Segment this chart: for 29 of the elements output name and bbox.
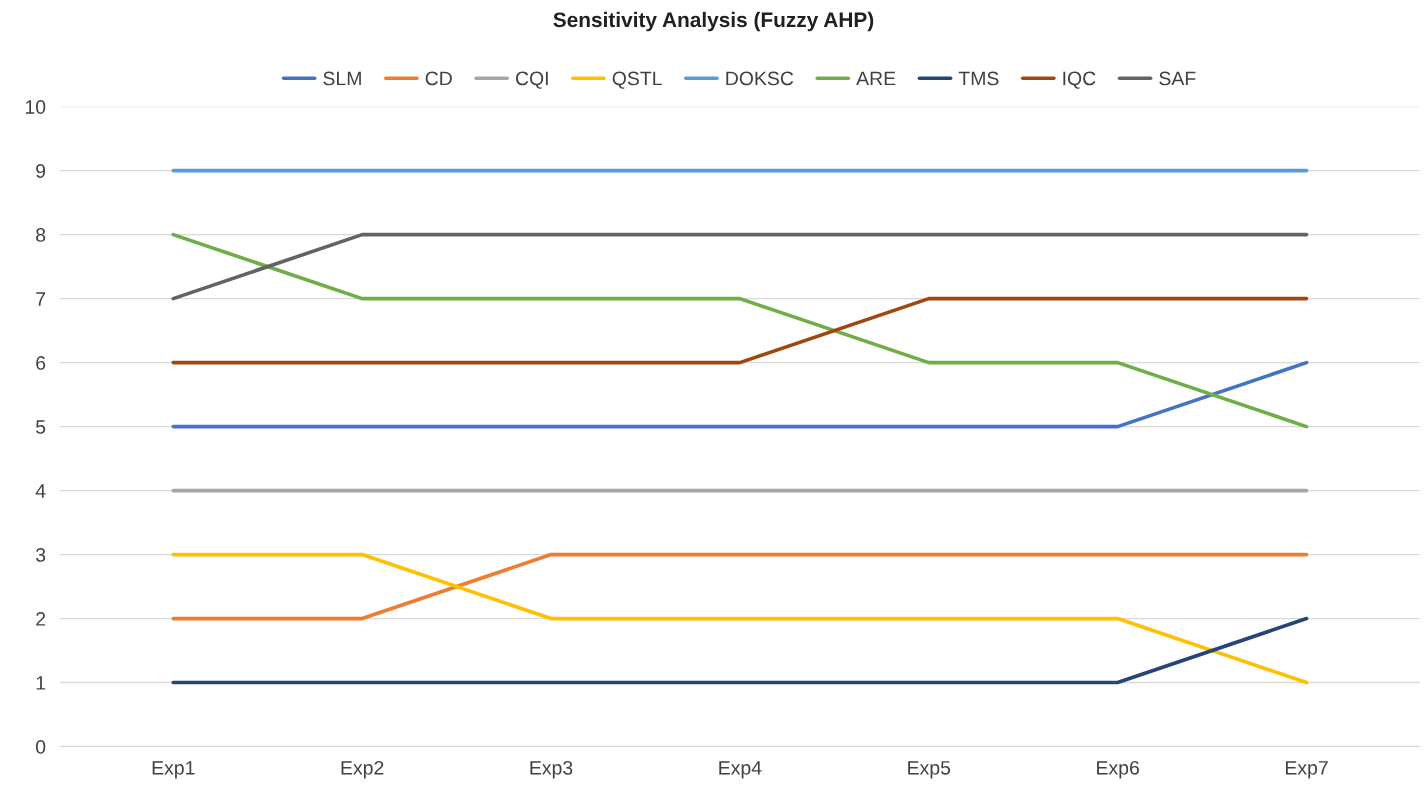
y-tick-label: 4	[35, 484, 46, 498]
y-tick-label: 5	[36, 420, 46, 434]
legend-label: CD	[425, 71, 452, 86]
legend-label: ARE	[856, 71, 896, 86]
legend-label: IQC	[1063, 71, 1096, 89]
legend-label: TMS	[958, 71, 999, 86]
chart-title: Sensitivity Analysis (Fuzzy AHP)	[553, 11, 874, 32]
x-tick-label: Exp4	[719, 761, 762, 779]
legend-label: SLM	[323, 71, 361, 86]
y-tick-label: 8	[36, 228, 46, 242]
y-tick-label: 1	[36, 676, 46, 690]
x-tick-label: Exp1	[152, 761, 195, 779]
legend-label: SAF	[1159, 71, 1196, 86]
legend-label: CQI	[515, 71, 548, 89]
y-tick-label: 3	[35, 548, 46, 562]
line-series	[171, 232, 1309, 429]
y-tick-label: 6	[36, 356, 46, 370]
y-tick-label: 10	[25, 100, 46, 114]
x-tick-label: Exp5	[908, 761, 951, 779]
y-tick-label: 0	[35, 740, 46, 754]
y-tick-label: 2	[36, 612, 46, 626]
y-tick-label: 7	[36, 292, 46, 306]
legend-label: QSTL	[612, 71, 662, 89]
x-tick-label: Exp6	[1097, 760, 1139, 779]
y-tick-label: 9	[36, 164, 46, 178]
legend-label: DOKSC	[726, 71, 794, 86]
x-tick-label: Exp3	[530, 760, 573, 779]
x-tick-label: Exp7	[1285, 761, 1328, 779]
x-tick-label: Exp2	[341, 760, 384, 779]
